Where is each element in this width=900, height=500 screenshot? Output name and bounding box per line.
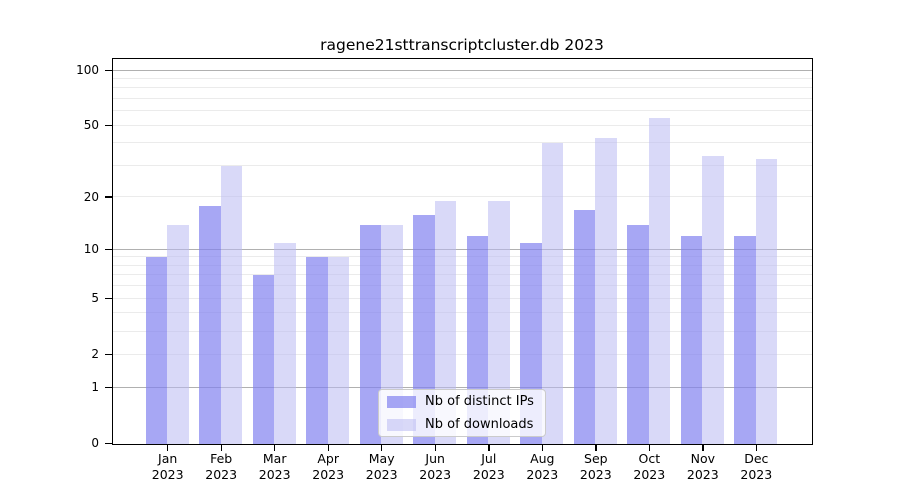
- x-tick-mark: [702, 444, 704, 451]
- gridline-minor: [112, 77, 812, 79]
- x-tick-label-nov: Nov 2023: [686, 451, 719, 482]
- x-tick-mark: [648, 444, 651, 451]
- y-tick-label: 20: [83, 189, 99, 204]
- y-tick-mark: [104, 386, 112, 388]
- legend-item-downloads: Nb of downloads: [387, 418, 537, 431]
- gridline-minor: [112, 98, 812, 99]
- legend-swatch-distinct-ips: [387, 395, 416, 408]
- bar-oct-distinct-ips: [627, 224, 649, 444]
- y-tick-label: 10: [83, 242, 99, 257]
- x-tick-mark: [167, 444, 169, 451]
- y-tick-label: 100: [76, 63, 99, 77]
- chart-title: ragene21sttranscriptcluster.db 2023: [320, 36, 604, 54]
- x-tick-mark: [755, 444, 758, 451]
- x-tick-mark: [434, 444, 436, 451]
- y-tick-mark: [104, 248, 112, 250]
- gridline-minor: [112, 285, 812, 287]
- y-tick-label: 2: [91, 347, 99, 362]
- x-tick-mark: [488, 444, 490, 451]
- bar-jan-distinct-ips: [145, 257, 168, 444]
- bar-may-distinct-ips: [359, 224, 382, 444]
- gridline-major: [112, 69, 812, 71]
- bar-oct-downloads: [648, 118, 671, 444]
- legend-label-distinct-ips: Nb of distinct IPs: [425, 394, 534, 409]
- bar-jan-downloads: [167, 224, 189, 444]
- bar-mar-distinct-ips: [252, 275, 275, 444]
- y-tick-label: 50: [83, 118, 99, 133]
- gridline-minor: [112, 330, 812, 332]
- x-tick-label-jan: Jan 2023: [151, 451, 184, 482]
- gridline-minor: [112, 142, 812, 144]
- x-tick-label-may: May 2023: [365, 451, 398, 482]
- bar-sep-distinct-ips: [573, 209, 596, 444]
- y-tick-mark: [104, 69, 112, 71]
- gridline-major: [112, 248, 812, 250]
- legend-swatch-downloads: [387, 418, 416, 431]
- bar-dec-downloads: [755, 158, 778, 444]
- x-tick-label-feb: Feb 2023: [205, 451, 238, 482]
- gridline-minor: [112, 87, 812, 89]
- bar-jun-downloads: [434, 201, 457, 444]
- x-tick-label-aug: Aug 2023: [526, 451, 559, 482]
- gridline-minor: [112, 196, 812, 198]
- gridline-minor: [112, 110, 812, 112]
- y-tick-mark: [104, 124, 112, 126]
- bar-may-downloads: [381, 224, 403, 444]
- y-tick-mark: [104, 196, 112, 198]
- gridline-minor: [112, 165, 812, 166]
- bar-feb-distinct-ips: [199, 205, 221, 444]
- x-tick-mark: [274, 444, 276, 451]
- gridline-major: [112, 386, 812, 388]
- bar-aug-downloads: [541, 143, 564, 444]
- x-tick-label-dec: Dec 2023: [740, 451, 773, 482]
- x-tick-mark: [327, 444, 329, 451]
- y-tick-mark: [104, 442, 112, 444]
- bar-mar-downloads: [274, 242, 296, 444]
- y-tick-mark: [104, 297, 112, 299]
- x-tick-label-sep: Sep 2023: [579, 451, 612, 482]
- legend-item-distinct-ips: Nb of distinct IPs: [387, 395, 537, 408]
- bar-dec-distinct-ips: [734, 236, 756, 444]
- bar-feb-downloads: [220, 166, 243, 444]
- gridline-minor: [112, 353, 812, 355]
- gridline-minor: [112, 274, 812, 276]
- x-tick-label-apr: Apr 2023: [312, 451, 345, 482]
- bar-nov-downloads: [702, 156, 724, 444]
- x-tick-mark: [541, 444, 544, 451]
- bar-apr-downloads: [327, 257, 350, 444]
- gridline-minor: [112, 124, 812, 126]
- plot-area: [111, 57, 813, 445]
- bar-jul-downloads: [488, 201, 510, 444]
- x-tick-label-jul: Jul 2023: [472, 451, 505, 482]
- y-tick-label: 0: [91, 436, 99, 450]
- x-tick-mark: [220, 444, 222, 451]
- gridline-minor: [112, 297, 812, 299]
- bar-sep-downloads: [595, 137, 617, 444]
- chart-legend: Nb of distinct IPs Nb of downloads: [378, 389, 546, 437]
- x-tick-label-mar: Mar 2023: [258, 451, 291, 482]
- x-tick-label-oct: Oct 2023: [633, 451, 666, 482]
- bar-apr-distinct-ips: [306, 257, 328, 444]
- x-tick-mark: [381, 444, 383, 451]
- x-tick-label-jun: Jun 2023: [419, 451, 452, 482]
- gridline-minor: [112, 312, 812, 314]
- bar-nov-distinct-ips: [680, 236, 703, 444]
- y-tick-label: 1: [91, 380, 99, 394]
- y-tick-label: 5: [91, 291, 99, 306]
- legend-label-downloads: Nb of downloads: [425, 417, 534, 432]
- bar-jun-distinct-ips: [413, 214, 435, 444]
- gridline-minor: [112, 256, 812, 258]
- x-tick-mark: [595, 444, 597, 451]
- y-tick-mark: [104, 353, 112, 355]
- gridline-minor: [112, 264, 812, 266]
